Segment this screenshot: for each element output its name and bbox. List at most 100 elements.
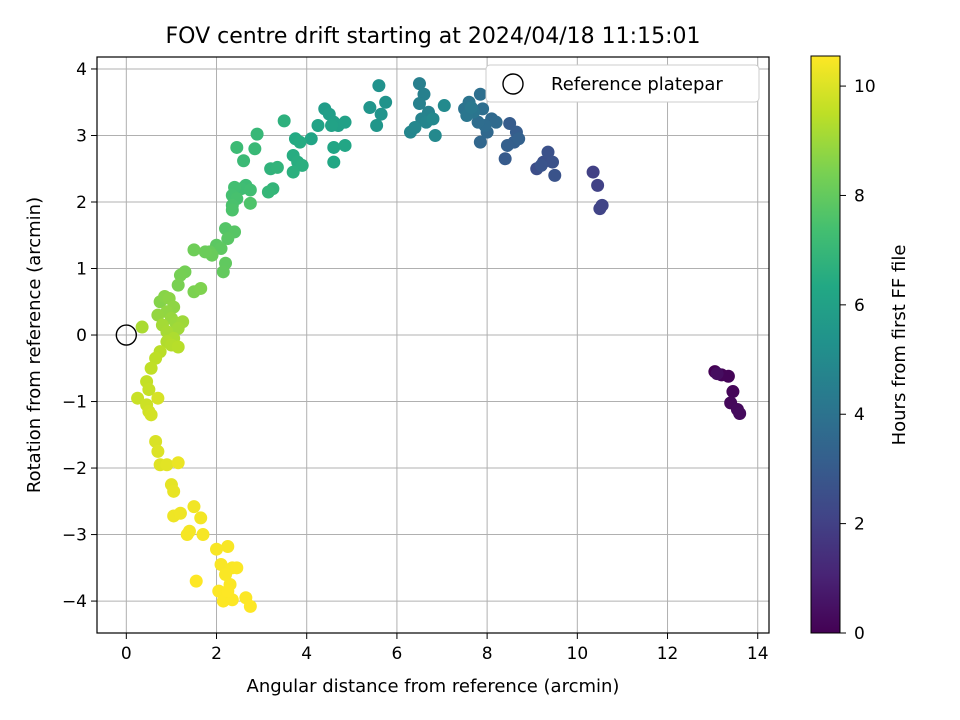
colorbar-ticks: 0 2 4 6 8 10 (840, 77, 876, 644)
data-point (437, 99, 451, 113)
data-point (500, 138, 514, 152)
data-point (327, 155, 341, 169)
data-point (144, 408, 158, 422)
y-tick-label: 1 (76, 260, 87, 280)
data-point (586, 165, 600, 179)
data-point (370, 119, 384, 133)
x-tick-label: 8 (482, 644, 493, 664)
chart-title: FOV centre drift starting at 2024/04/18 … (166, 24, 701, 49)
data-point (546, 155, 560, 169)
y-tick-label: 2 (76, 193, 87, 213)
data-point (277, 114, 291, 128)
data-point (261, 185, 275, 199)
data-point (189, 574, 203, 588)
data-point (304, 132, 318, 146)
data-point (221, 232, 235, 246)
data-point (464, 101, 478, 115)
data-point (270, 160, 284, 174)
plot-frame (96, 56, 770, 634)
data-point (379, 95, 393, 109)
x-tick-label: 12 (657, 644, 679, 664)
grid-lines (97, 57, 769, 633)
colorbar-tick-label: 2 (854, 515, 865, 535)
data-point (160, 458, 174, 472)
x-tick-label: 14 (747, 644, 769, 664)
y-tick-label: −3 (62, 526, 87, 546)
data-point (149, 434, 163, 448)
data-point (311, 119, 325, 133)
colorbar-tick-label: 10 (854, 77, 876, 97)
reference-point-marker (115, 324, 138, 346)
data-point (243, 183, 257, 197)
x-tick-label: 10 (567, 644, 589, 664)
data-point (173, 268, 187, 282)
data-point (374, 107, 388, 121)
colorbar-tick-label: 4 (854, 405, 865, 425)
data-point (248, 142, 262, 156)
x-tick-label: 4 (301, 644, 312, 664)
data-point (412, 77, 426, 91)
colorbar-gradient (810, 55, 841, 634)
data-point (171, 456, 185, 470)
data-point (221, 584, 235, 598)
data-point (473, 135, 487, 149)
data-point (151, 308, 165, 322)
data-point (338, 115, 352, 129)
data-point (142, 383, 156, 397)
data-point (151, 391, 165, 405)
legend-box (485, 64, 760, 103)
data-point (221, 540, 235, 554)
data-point (548, 168, 562, 182)
data-point (237, 154, 251, 168)
y-axis-label: Rotation from reference (arcmin) (24, 197, 45, 493)
data-point (194, 281, 208, 295)
data-point (295, 158, 309, 172)
data-point (325, 119, 339, 133)
y-tick-label: 0 (76, 326, 87, 346)
data-point (471, 115, 485, 129)
x-tick-label: 6 (392, 644, 403, 664)
data-point (171, 321, 185, 335)
data-point (187, 243, 201, 257)
legend-marker-icon (502, 73, 524, 95)
data-point (135, 320, 149, 334)
data-point (733, 407, 747, 421)
data-point (498, 152, 512, 166)
data-point (131, 391, 145, 405)
data-point (428, 128, 442, 142)
data-point (595, 198, 609, 212)
data-point (173, 506, 187, 520)
data-point (591, 178, 605, 192)
colorbar-tick-label: 0 (854, 624, 865, 644)
data-point (412, 97, 426, 111)
data-point (151, 444, 165, 458)
data-point (196, 528, 210, 542)
legend-entry: Reference platepar (551, 74, 723, 95)
data-point (489, 115, 503, 129)
data-point (721, 369, 735, 383)
legend: Reference platepar (485, 64, 760, 103)
data-point (293, 135, 307, 149)
data-point (327, 140, 341, 154)
data-point (167, 484, 181, 498)
data-points (131, 77, 747, 613)
x-tick-label: 0 (121, 644, 132, 664)
data-point (363, 101, 377, 115)
data-point (219, 567, 233, 581)
y-tick-label: −2 (62, 459, 87, 479)
data-point (194, 511, 208, 525)
data-point (210, 542, 224, 556)
data-point (214, 242, 228, 256)
data-point (171, 340, 185, 354)
data-point (541, 145, 555, 159)
x-axis-ticks: 0 2 4 6 8 10 12 14 (121, 633, 769, 664)
data-point (198, 245, 212, 259)
data-point (338, 138, 352, 152)
colorbar-tick-label: 8 (854, 186, 865, 206)
data-point (372, 79, 386, 93)
y-tick-label: 3 (76, 126, 87, 146)
y-tick-label: 4 (76, 60, 87, 80)
y-tick-label: −1 (62, 393, 87, 413)
colorbar-tick-label: 6 (854, 296, 865, 316)
